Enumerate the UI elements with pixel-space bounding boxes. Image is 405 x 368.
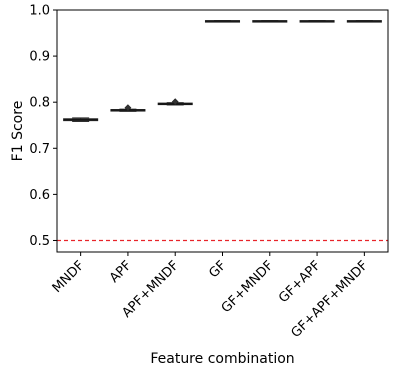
box-APF	[110, 104, 146, 112]
x-tick-label: GF	[206, 258, 229, 281]
box-APF+MNDF	[157, 98, 193, 106]
box-GF+APF	[299, 20, 335, 23]
y-tick-label: 1.0	[29, 4, 50, 19]
box-GF	[204, 20, 241, 23]
plot-area-frame	[56, 9, 389, 253]
y-tick-label: 0.8	[29, 96, 50, 111]
box-GF+MNDF	[252, 20, 288, 23]
outlier-point	[124, 104, 132, 112]
y-tick-label: 0.6	[29, 188, 50, 203]
boxes-layer	[63, 20, 382, 123]
box-GF+APF+MNDF	[346, 20, 382, 23]
x-tick-label: GF+APF	[276, 258, 324, 306]
x-tick-label: MNDF	[50, 258, 88, 296]
outlier-point	[171, 98, 179, 106]
y-axis-label: F1 Score	[10, 101, 26, 162]
x-tick-label: APF	[107, 258, 135, 286]
y-tick-label: 0.7	[29, 142, 50, 157]
y-tick-label: 0.9	[29, 50, 50, 65]
y-tick-label: 0.5	[29, 234, 50, 249]
y-axis: 0.5 0.6 0.7 0.8 0.9 1.0	[29, 4, 57, 249]
x-axis-label: Feature combination	[150, 351, 294, 367]
box-MNDF	[63, 117, 99, 123]
